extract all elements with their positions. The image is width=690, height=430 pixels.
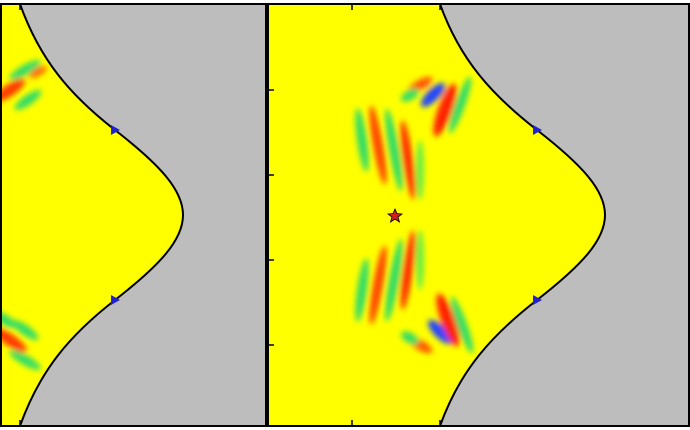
- wave-pattern: [1, 60, 47, 370]
- left-panel: [1, 4, 266, 426]
- boundary: [19, 4, 185, 426]
- gray-region: [440, 4, 689, 426]
- receiver: [111, 125, 120, 135]
- right-panel: [268, 4, 689, 426]
- receiver: [533, 125, 542, 135]
- receiver: [533, 295, 542, 305]
- frame: [0, 3, 267, 427]
- gray-region: [20, 4, 266, 426]
- receiver: [111, 295, 120, 305]
- boundary: [439, 4, 607, 426]
- frame: [267, 3, 690, 427]
- source-star: [386, 208, 404, 223]
- ticks: [19, 4, 441, 426]
- wave-pattern: [355, 76, 474, 354]
